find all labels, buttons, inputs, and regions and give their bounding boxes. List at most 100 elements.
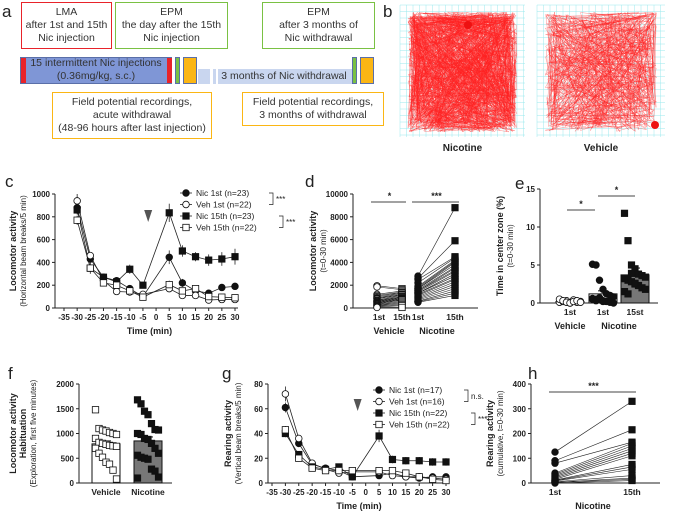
y-axis-title: Locomotor activity: [8, 211, 18, 292]
y-tick-label: 0: [344, 304, 349, 313]
x-category-label: Nicotine: [131, 487, 165, 497]
legend-label: Nic 1st (n=23): [196, 188, 249, 198]
x-tick-label: 10: [388, 488, 397, 497]
track-label: Vehicle: [584, 143, 619, 154]
pair-line: [376, 298, 403, 303]
data-point: [627, 269, 636, 277]
significance-label: *: [615, 185, 619, 195]
data-point: [231, 294, 239, 302]
legend-marker: [375, 409, 383, 417]
panel-label-a: a: [2, 2, 12, 21]
field-line: Field potential recordings,: [71, 96, 193, 108]
data-point: [178, 279, 187, 287]
locomotion-track: [407, 11, 518, 133]
data-point: [126, 265, 134, 273]
x-category-label: 15th: [446, 312, 463, 322]
data-point: [139, 293, 147, 301]
data-point: [144, 411, 152, 419]
data-point: [641, 285, 650, 293]
x-tick-label: 10: [178, 313, 187, 322]
data-point: [112, 475, 121, 483]
data-point: [388, 455, 397, 464]
x-tick-label: -20: [98, 313, 110, 322]
x-category-label: 15th: [393, 312, 410, 322]
pair-line: [376, 304, 403, 307]
data-point: [178, 287, 186, 295]
data-point: [165, 209, 173, 217]
y-tick-label: 6000: [330, 236, 348, 245]
legend-label: Nic 1st (n=17): [389, 385, 442, 395]
pair-line: [376, 292, 403, 299]
epm-title: EPM: [307, 6, 330, 18]
pair-line: [417, 281, 456, 297]
x-tick-label: 5: [167, 313, 172, 322]
lma-box: LMA after 1st and 15th Nic injection: [21, 2, 112, 49]
data-point: [144, 455, 152, 463]
y-tick-label: 80: [254, 380, 263, 389]
x-tick-label: 20: [204, 313, 213, 322]
data-point: [373, 303, 381, 312]
panel-label-g: g: [222, 364, 232, 383]
significance-label: n.s.: [471, 392, 484, 401]
pair-line: [417, 240, 456, 279]
pair-line: [376, 292, 403, 297]
y-axis-title: (Vertical beam breaks/5 min): [234, 382, 243, 484]
data-point: [73, 206, 81, 214]
epm-acute-box: EPM the day after the 15th Nic injection: [115, 2, 228, 49]
data-point: [99, 279, 108, 287]
pair-line: [554, 401, 633, 453]
data-point: [595, 276, 604, 284]
y-tick-label: 2000: [330, 281, 348, 290]
lma-title: LMA: [55, 6, 78, 18]
pair-line: [417, 288, 456, 301]
y-axis-title: (t=0-30 min): [506, 224, 515, 268]
epm-line: the day after the 15th: [121, 19, 222, 31]
data-point: [442, 458, 450, 466]
data-point: [112, 442, 121, 450]
y-axis-title: Habituation: [18, 409, 28, 459]
legend-marker: [375, 386, 383, 394]
pair-line: [376, 286, 403, 291]
x-category-label: 1st: [412, 312, 424, 322]
data-point: [373, 283, 381, 291]
x-category-label: 1st: [564, 307, 576, 317]
x-tick-label: -20: [306, 488, 318, 497]
data-point: [628, 452, 636, 460]
x-category-label: 1st: [549, 487, 561, 497]
y-tick-label: 20: [254, 454, 263, 463]
data-point: [295, 434, 303, 443]
y-axis-title: (Exploration, first five minutes): [29, 379, 38, 487]
pair-line: [417, 283, 456, 299]
epm-marker-withdrawal: [352, 57, 357, 84]
pair-line: [376, 305, 403, 308]
y-axis-title: Locomotor activity: [8, 393, 18, 474]
data-point: [231, 282, 239, 291]
legend-marker: [182, 212, 190, 220]
y-axis-title: (t=0-30 min): [319, 229, 328, 273]
pair-line: [417, 270, 456, 292]
x-group-label: Nicotine: [419, 326, 455, 336]
injection-arrow-icon: [353, 399, 362, 411]
data-point: [105, 460, 114, 468]
data-point: [402, 469, 410, 477]
lma-marker-first: [21, 58, 26, 83]
injection-bar-label: 15 intermittent Nic injections (0.36mg/k…: [26, 57, 166, 83]
pair-line: [417, 207, 456, 277]
significance-bracket: [471, 412, 476, 425]
y-tick-label: 0: [531, 299, 536, 308]
legend-marker: [182, 223, 190, 232]
data-point: [599, 297, 607, 306]
epm-marker-acute: [175, 57, 180, 84]
pair-line: [554, 478, 633, 483]
pair-line: [376, 299, 403, 305]
x-tick-label: 15: [191, 313, 200, 322]
data-point: [218, 283, 226, 292]
significance-label: *: [388, 191, 392, 201]
track-label: Nicotine: [443, 143, 483, 154]
x-tick-label: -35: [58, 313, 70, 322]
data-point: [112, 287, 121, 296]
y-tick-label: 500: [61, 454, 75, 463]
injection-bar-line: 15 intermittent Nic injections: [30, 57, 162, 69]
pair-line: [554, 477, 633, 483]
pair-line: [554, 429, 633, 462]
